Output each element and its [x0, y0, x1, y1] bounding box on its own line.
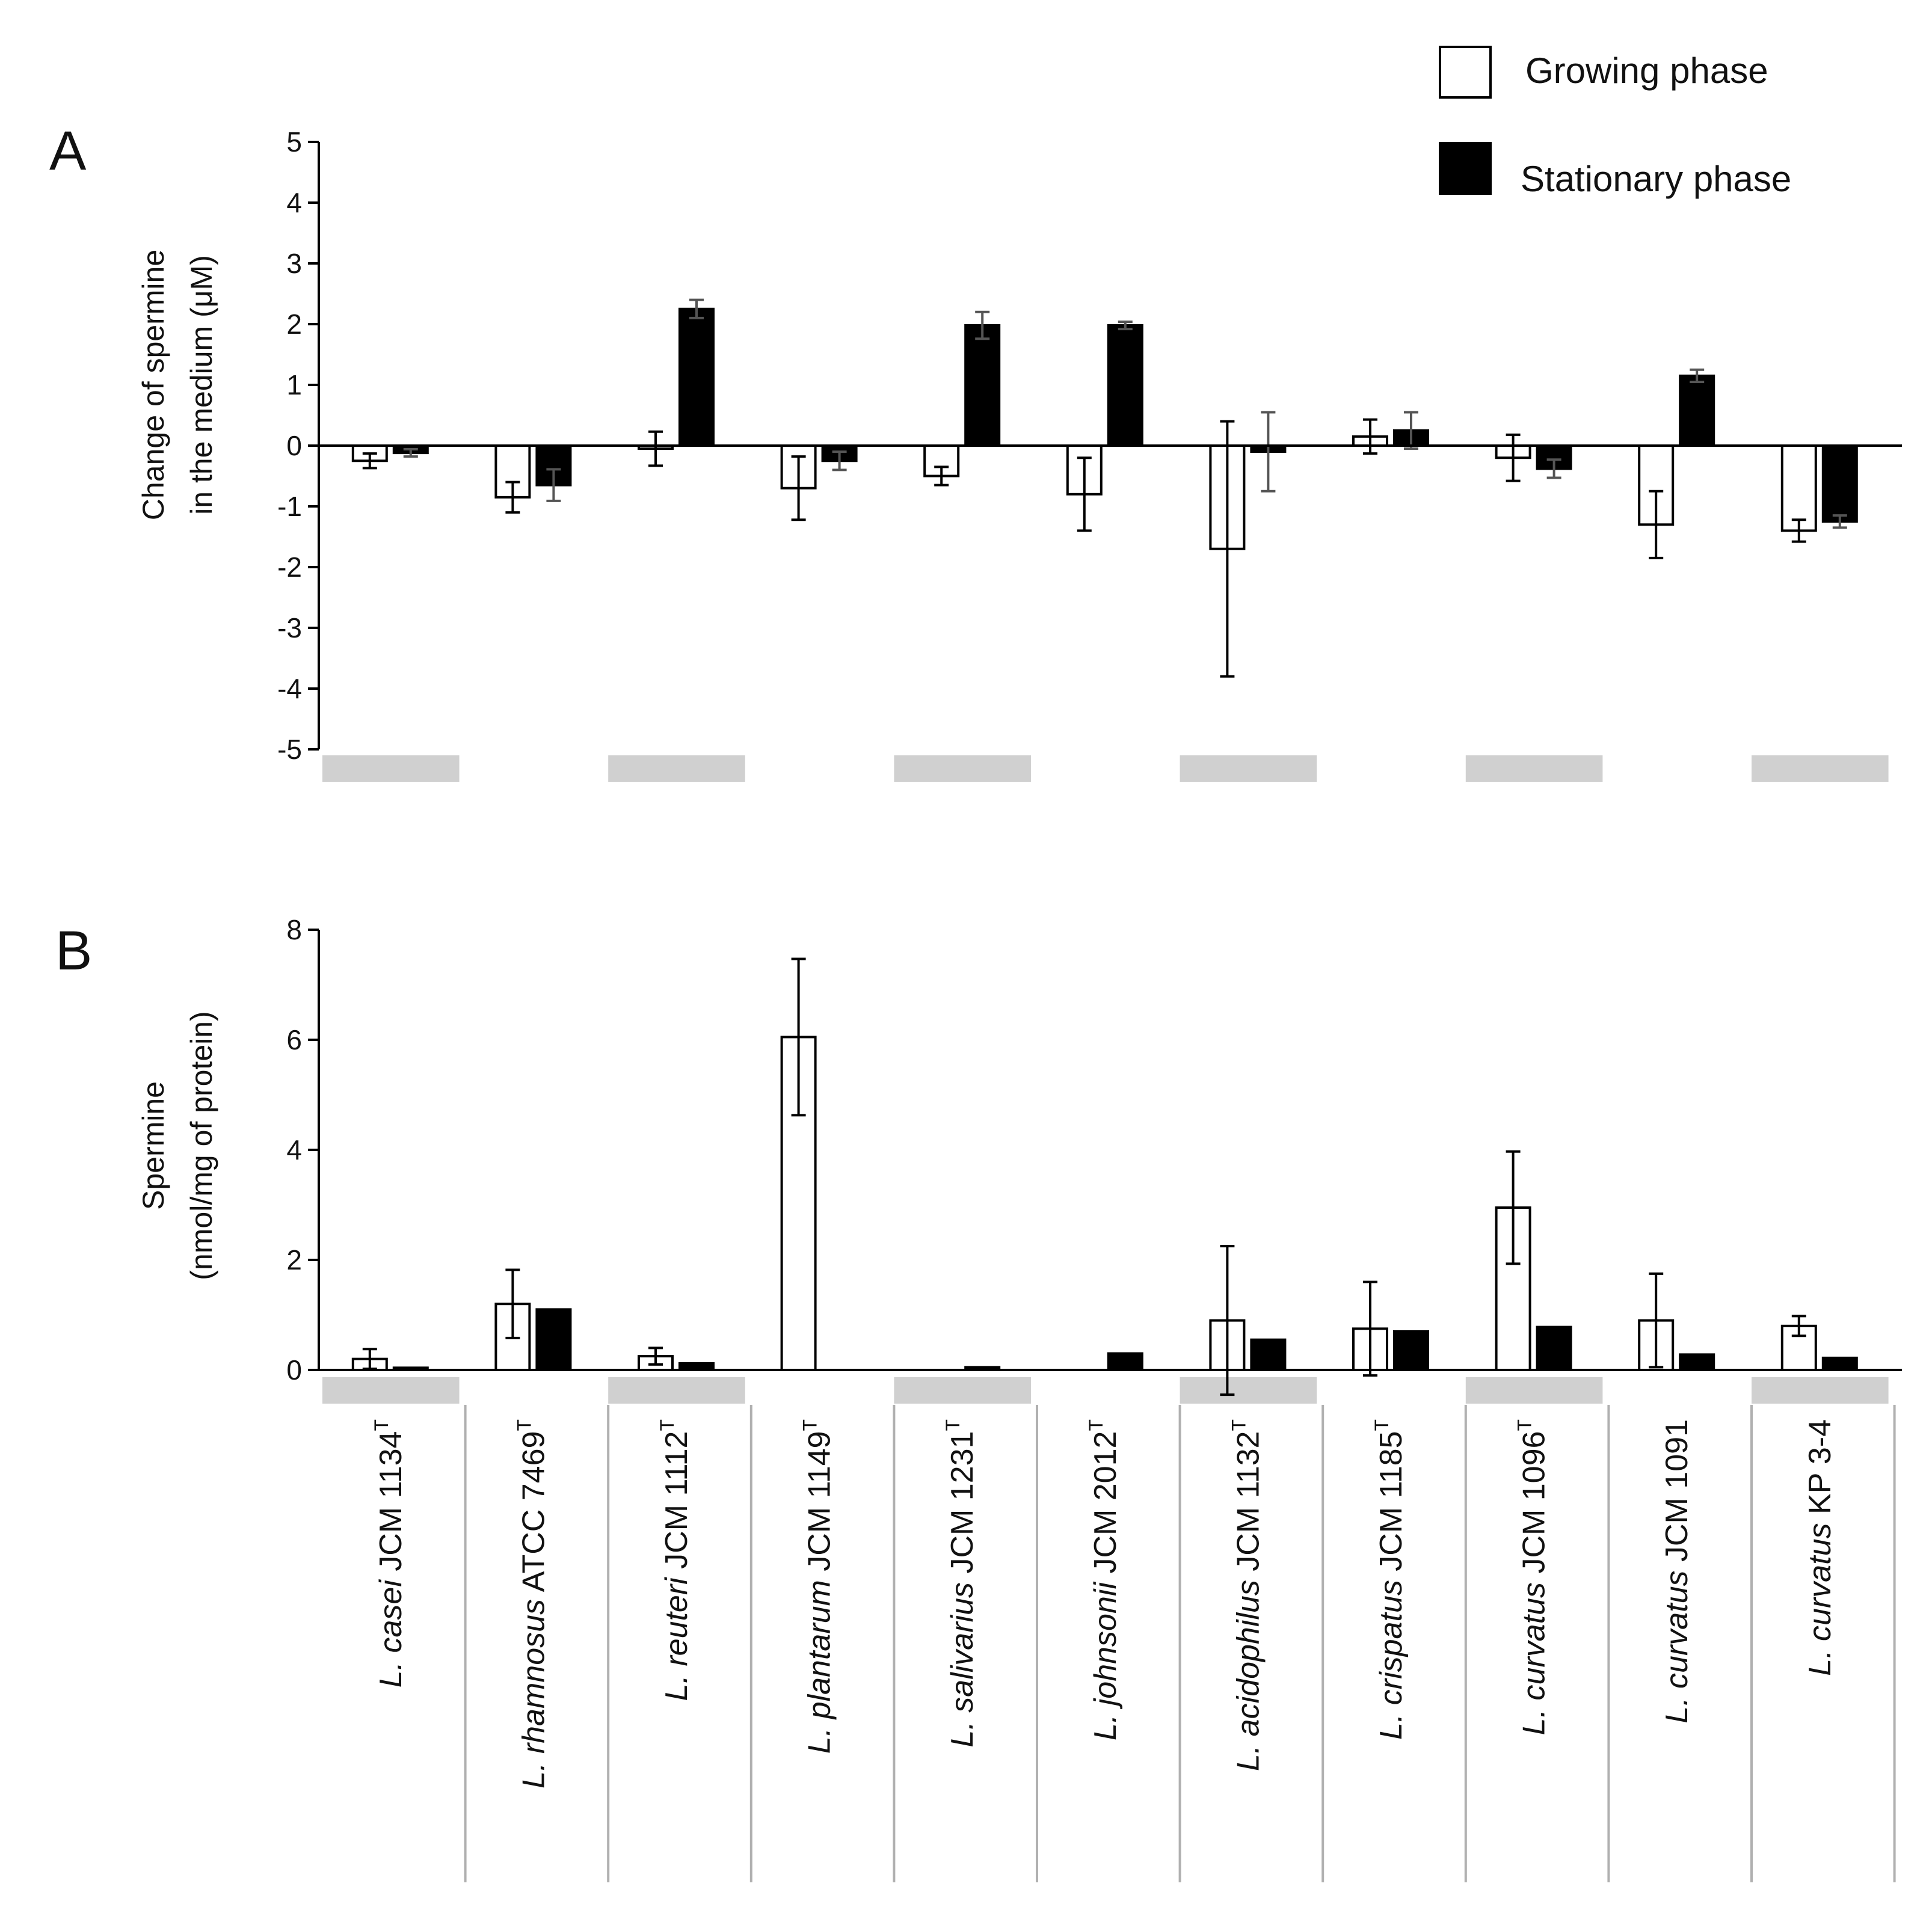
panel-a-chart: -5 -4 -3 -2 -1 0 1 2 3 4 5	[277, 126, 1902, 782]
strain-label: L. rhamnosus ATCC 7469T	[513, 1419, 551, 1789]
category-band	[1465, 1377, 1603, 1404]
strain-id: JCM 1096	[1517, 1431, 1552, 1582]
panel-b-label: B	[55, 920, 92, 981]
y-tick-label: 3	[286, 248, 302, 279]
category-band	[1752, 1377, 1889, 1404]
y-tick-label: -3	[277, 612, 302, 643]
strain-label: L. acidophilus JCM 1132T	[1228, 1419, 1266, 1771]
strain-label: L. salivarius JCM 1231T	[942, 1419, 980, 1748]
strain-label: L. reuteri JCM 1112T	[656, 1419, 694, 1701]
y-tick-label: 2	[286, 309, 302, 340]
strain-species: L. crispatus	[1374, 1580, 1409, 1740]
panel-b-ylabel-line1: Spermine	[137, 1081, 170, 1210]
y-tick-label: 5	[286, 126, 302, 158]
bar-stationary	[678, 307, 715, 447]
bar-stationary	[1821, 444, 1858, 523]
strain-label: L. crispatus JCM 1185T	[1371, 1419, 1409, 1740]
strain-id: JCM 2012	[1088, 1431, 1123, 1582]
strain-type-mark: T	[371, 1419, 392, 1431]
bar-stationary	[535, 1308, 572, 1372]
strain-species: L. salivarius	[945, 1582, 980, 1748]
bar-stationary	[964, 324, 1001, 447]
strain-species: L. rhamnosus	[516, 1599, 551, 1789]
category-band	[608, 1377, 745, 1404]
strain-species: L. curvatus	[1660, 1570, 1694, 1723]
y-tick-label: 0	[286, 430, 302, 461]
y-tick-label: 0	[286, 1354, 302, 1386]
strain-label: L. johnsonii JCM 2012T	[1085, 1419, 1123, 1740]
y-tick-label: 2	[286, 1244, 302, 1276]
panel-b-ylabel-line2: (nmol/mg of protein)	[185, 1011, 218, 1280]
strain-type-mark: T	[1514, 1419, 1536, 1431]
bar-stationary	[1250, 1338, 1287, 1372]
category-band	[1752, 755, 1889, 782]
y-tick-label: 4	[286, 187, 302, 218]
strain-id: JCM 1091	[1660, 1419, 1694, 1570]
bar-stationary	[1679, 374, 1715, 447]
y-tick-label: -5	[277, 734, 302, 765]
bar-stationary	[1107, 1352, 1143, 1372]
strain-id: JCM 1134	[374, 1431, 408, 1580]
category-band	[322, 1377, 460, 1404]
strain-id: KP 3-4	[1803, 1419, 1838, 1523]
y-tick-label: -2	[277, 551, 302, 583]
strain-label: L. plantarum JCM 1149T	[799, 1419, 837, 1754]
category-band	[894, 755, 1031, 782]
category-band	[1180, 755, 1317, 782]
y-tick-label: -4	[277, 673, 302, 704]
strain-species: L. curvatus	[1517, 1582, 1552, 1735]
category-band	[894, 1377, 1031, 1404]
category-band	[322, 755, 460, 782]
panel-a-label: A	[49, 120, 87, 182]
y-tick-label: 4	[286, 1134, 302, 1165]
y-tick-label: 6	[286, 1024, 302, 1055]
strain-id: JCM 1185	[1374, 1431, 1409, 1580]
bar-stationary	[1536, 1325, 1572, 1371]
legend-label-stationary: Stationary phase	[1521, 159, 1791, 199]
strain-id: JCM 1132	[1231, 1431, 1266, 1580]
y-tick-label: 8	[286, 914, 302, 945]
strain-type-mark: T	[513, 1419, 535, 1431]
category-band	[1180, 1377, 1317, 1404]
strain-species: L. casei	[374, 1579, 408, 1688]
strain-label: L. curvatus JCM 1091	[1660, 1419, 1694, 1724]
category-band	[608, 755, 745, 782]
y-tick-label: -1	[277, 491, 302, 522]
strain-id: JCM 1149	[802, 1431, 837, 1580]
panel-a-ylabel-line2: in the medium (μM)	[185, 255, 218, 515]
bar-stationary	[1393, 1330, 1429, 1371]
strain-type-mark: T	[656, 1419, 678, 1431]
legend: Growing phase Stationary phase	[1439, 46, 1791, 199]
category-band	[1465, 755, 1603, 782]
strain-id: JCM 1112	[659, 1431, 694, 1578]
panel-b-chart: 0 2 4 6 8	[286, 914, 1902, 1404]
strain-type-mark: T	[799, 1419, 821, 1431]
strain-type-mark: T	[1085, 1419, 1107, 1431]
strain-label: L. casei JCM 1134T	[371, 1419, 408, 1687]
legend-swatch-stationary	[1439, 142, 1492, 195]
bar-stationary	[1107, 324, 1143, 447]
strain-species: L. reuteri	[659, 1577, 694, 1701]
panel-a-ylabel-line1: Change of spermine	[137, 250, 170, 520]
bar-growing	[1780, 444, 1817, 532]
strain-type-mark: T	[942, 1419, 964, 1431]
strain-species: L. plantarum	[802, 1580, 837, 1754]
strain-label: L. curvatus JCM 1096T	[1514, 1419, 1552, 1735]
bar-stationary	[1679, 1353, 1715, 1371]
strain-type-mark: T	[1371, 1419, 1392, 1431]
strain-label: L. curvatus KP 3-4	[1803, 1419, 1838, 1676]
bar-stationary	[1821, 1356, 1858, 1372]
strain-type-mark: T	[1228, 1419, 1249, 1431]
strain-id: JCM 1231	[945, 1431, 980, 1582]
strain-species: L. curvatus	[1803, 1523, 1838, 1675]
strain-species: L. johnsonii	[1088, 1582, 1123, 1741]
legend-swatch-growing	[1439, 46, 1492, 99]
y-tick-label: 1	[286, 369, 302, 401]
strain-id: ATCC 7469	[516, 1431, 551, 1599]
legend-label-growing: Growing phase	[1525, 51, 1768, 91]
strain-species: L. acidophilus	[1231, 1580, 1266, 1771]
